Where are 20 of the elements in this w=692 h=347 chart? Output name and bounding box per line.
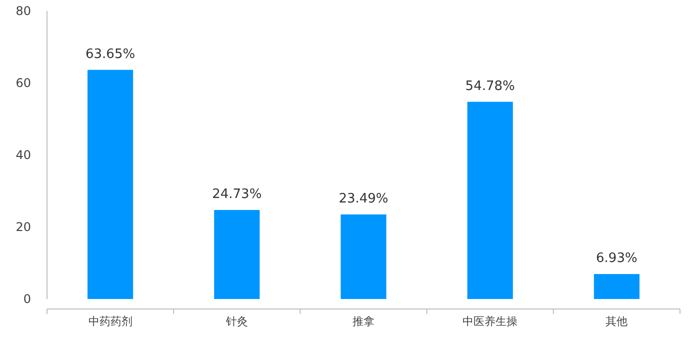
y-tick-label: 0 xyxy=(23,292,31,306)
bar xyxy=(594,274,640,299)
x-tick-label: 中药药剂 xyxy=(88,314,132,328)
bar xyxy=(340,214,386,299)
x-tick-label: 针灸 xyxy=(224,314,248,328)
y-tick-label: 80 xyxy=(16,4,31,18)
data-label: 6.93% xyxy=(596,251,638,266)
data-label: 63.65% xyxy=(86,46,136,62)
x-tick-label: 其他 xyxy=(606,314,628,328)
y-tick-label: 40 xyxy=(16,148,31,162)
y-tick-label: 20 xyxy=(16,220,31,234)
y-tick-label: 60 xyxy=(16,76,31,90)
data-label: 24.73% xyxy=(212,186,262,202)
x-tick-label: 推拿 xyxy=(352,314,374,328)
bar xyxy=(467,102,513,299)
bar xyxy=(88,70,134,299)
x-tick-label: 中医养生操 xyxy=(462,314,518,328)
bar xyxy=(214,210,260,299)
data-label: 54.78% xyxy=(465,78,515,94)
data-label: 23.49% xyxy=(338,191,388,206)
